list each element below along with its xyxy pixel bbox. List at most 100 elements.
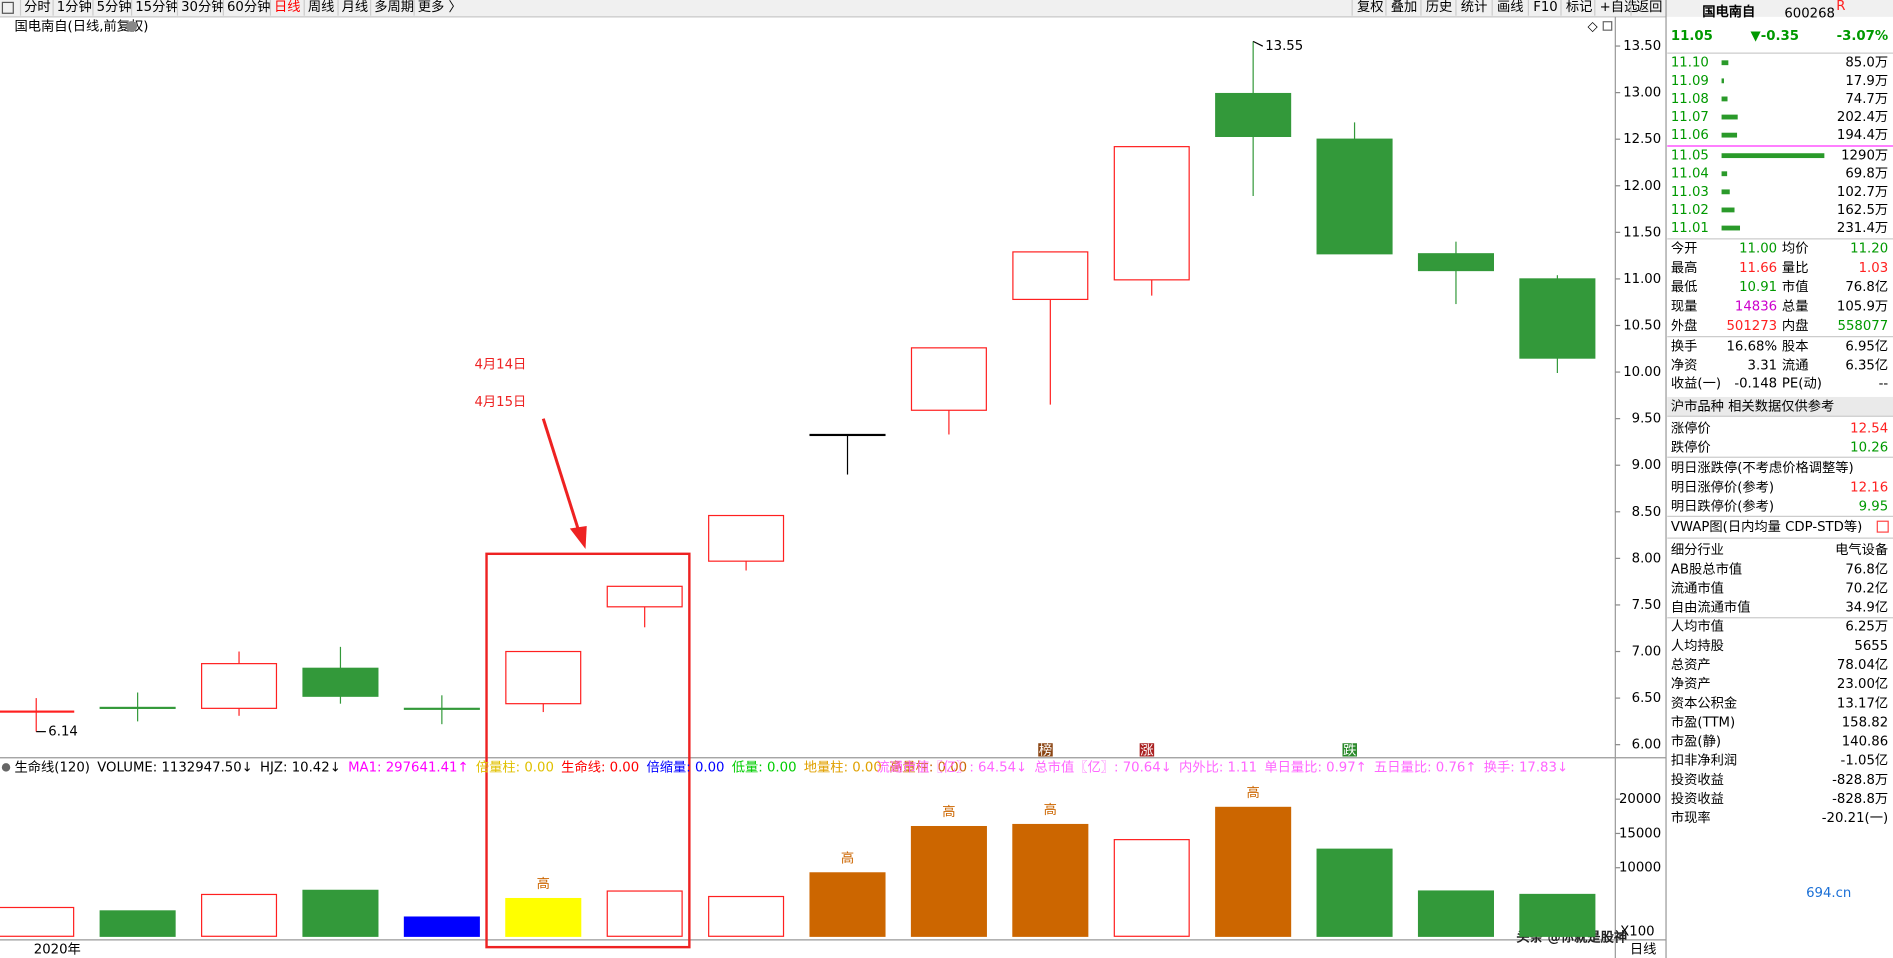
period-tab[interactable]: 1分钟 [57, 0, 92, 15]
row-value: 5655 [1854, 639, 1888, 654]
tool-button[interactable]: 统计 [1461, 0, 1488, 15]
tool-button[interactable]: F10 [1533, 0, 1558, 15]
tool-button[interactable]: 标记 [1566, 0, 1593, 15]
row-value: 76.8亿 [1845, 561, 1888, 577]
vwap-link[interactable]: VWAP图(日内均量 CDP-STD等) [1671, 518, 1862, 535]
book-bar [1721, 114, 1738, 120]
book-bar [1721, 207, 1735, 213]
book-volume: 1290万 [1841, 149, 1888, 164]
stat-label: 量比 [1782, 260, 1809, 276]
vwap-icon[interactable] [1876, 520, 1889, 533]
notice: 沪市品种 相关数据仅供参考 [1671, 398, 1834, 415]
event-marker-bg[interactable] [1342, 743, 1357, 757]
stat-value: 10.91 [1739, 280, 1777, 295]
tool-button[interactable]: 历史 [1426, 0, 1453, 15]
period-tab[interactable]: 多周期 [374, 0, 414, 15]
y-tick-label: 13.00 [1623, 86, 1661, 101]
high-label: 13.55 [1265, 39, 1303, 54]
row-label: 人均持股 [1671, 638, 1724, 654]
candle-body [99, 706, 176, 709]
stock-code: 600268 [1784, 6, 1835, 21]
tool-button[interactable]: +自选 [1600, 0, 1638, 15]
book-price: 11.10 [1671, 56, 1709, 71]
stat-value: 558077 [1838, 319, 1889, 334]
chart-icon[interactable]: ◇ [1588, 20, 1599, 35]
volume-bar [1012, 823, 1089, 937]
indicator-value: 生命线(120) [14, 758, 89, 775]
event-marker[interactable]: 跌 [1343, 742, 1356, 758]
book-price: 11.06 [1671, 128, 1709, 143]
period-tab[interactable]: 周线 [308, 0, 335, 15]
event-marker-bg[interactable] [1038, 743, 1053, 757]
book-price: 11.02 [1671, 203, 1709, 218]
stat-label: 收益(一) [1671, 376, 1721, 392]
book-price: 11.07 [1671, 110, 1709, 125]
book-volume: 202.4万 [1837, 110, 1888, 125]
stat-value: 16.68% [1726, 339, 1777, 354]
volume-bar [809, 872, 886, 937]
tool-button[interactable]: 叠加 [1391, 0, 1418, 15]
title-icon[interactable] [126, 21, 138, 32]
event-marker-bg[interactable] [1139, 743, 1155, 757]
period-tab[interactable]: 30分钟 [181, 0, 224, 15]
indicator-icon[interactable] [1, 763, 11, 772]
candle-body [201, 663, 278, 709]
volume-bar [606, 890, 683, 937]
y-tick-label: 8.50 [1632, 505, 1662, 520]
candle-body [1012, 251, 1089, 301]
row-value: 158.82 [1842, 715, 1888, 730]
volume-bar [302, 889, 379, 937]
stat-label: 外盘 [1671, 317, 1698, 334]
arrow-head [569, 526, 587, 549]
period-tab[interactable]: 分时 [24, 0, 51, 15]
row-value: 70.2亿 [1845, 580, 1888, 596]
candle-body [0, 710, 75, 713]
row-value: 9.95 [1859, 500, 1889, 515]
row-label: 投资收益 [1671, 791, 1724, 807]
book-price: 11.09 [1671, 74, 1709, 89]
event-marker[interactable]: 涨 [1140, 742, 1153, 758]
stat-label: PE(动) [1782, 376, 1822, 392]
y-tick-label: 15000 [1619, 826, 1661, 841]
book-price: 11.08 [1671, 92, 1709, 107]
period-tab[interactable]: 日线 [274, 0, 301, 15]
volume-bar [1417, 890, 1494, 937]
y-tick-label: 10.00 [1623, 365, 1661, 380]
volume-bar [708, 895, 785, 937]
footer-period: 日线 [1630, 942, 1657, 958]
book-price: 11.03 [1671, 185, 1709, 200]
row-value: -20.21(一) [1822, 811, 1888, 826]
chart-title: 国电南自(日线,前复权) [14, 18, 148, 35]
row-label: 净资产 [1671, 676, 1711, 692]
indicator-value: 五日量比: 0.76↑ [1374, 759, 1476, 775]
book-volume: 194.4万 [1837, 128, 1888, 143]
volume-bar [910, 825, 987, 937]
volume-tag: 高 [1044, 801, 1057, 818]
event-marker[interactable]: 榜 [1039, 741, 1052, 758]
period-tab[interactable]: 15分钟 [135, 0, 178, 15]
stat-value: 6.35亿 [1845, 358, 1888, 374]
menu-icon[interactable] [1, 1, 14, 14]
indicator-value: 生命线: 0.00 [561, 758, 639, 775]
stock-name: 国电南自 [1702, 3, 1755, 20]
price: 11.05 [1671, 29, 1713, 44]
book-bar [1721, 225, 1741, 231]
row-label: 投资收益 [1671, 772, 1724, 788]
period-tab[interactable]: 月线 [342, 0, 369, 15]
chart-icon[interactable] [1602, 21, 1613, 31]
book-bar [1721, 189, 1730, 195]
row-value: 电气设备 [1835, 541, 1888, 558]
tool-button[interactable]: 复权 [1357, 0, 1384, 15]
tool-button[interactable]: 画线 [1497, 0, 1524, 15]
row-value: 140.86 [1842, 735, 1888, 750]
period-tab[interactable]: 5分钟 [97, 0, 132, 15]
y-tick-label: 10.50 [1623, 318, 1661, 333]
stat-label: 内盘 [1782, 317, 1809, 334]
period-tab[interactable]: 更多 〉 [418, 0, 462, 15]
candle-body [809, 433, 886, 437]
row-label: 扣非净利润 [1671, 753, 1737, 769]
stock-flag: R [1836, 0, 1845, 14]
tool-button[interactable]: 返回 [1636, 0, 1663, 15]
period-tab[interactable]: 60分钟 [227, 0, 270, 15]
watermark-site: 694.cn [1806, 886, 1851, 901]
